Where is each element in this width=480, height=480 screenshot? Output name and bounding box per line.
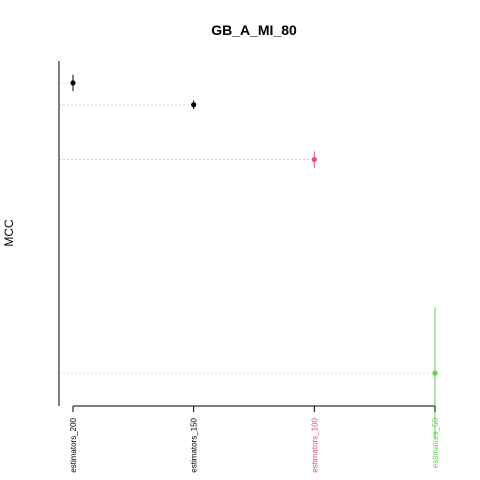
x-axis-ticks: estimators_200 estimators_150 estimators_1…: [69, 406, 440, 473]
y-axis-label: MCC: [2, 219, 16, 247]
data-points: [70, 74, 438, 439]
gridlines: [59, 82, 435, 374]
point-estimators_200: [70, 80, 76, 86]
x-tick-label-estimators_200: estimators_200: [69, 417, 78, 472]
x-tick-label-estimators_100: estimators_100: [310, 417, 319, 472]
point-estimators_50: [432, 370, 438, 376]
chart-title: GB_A_MI_80: [211, 22, 297, 38]
point-estimators_150: [191, 102, 197, 108]
x-tick-label-estimators_50: estimators_50: [431, 417, 440, 468]
x-tick-label-estimators_150: estimators_150: [190, 417, 199, 472]
point-estimators_100: [311, 156, 317, 163]
